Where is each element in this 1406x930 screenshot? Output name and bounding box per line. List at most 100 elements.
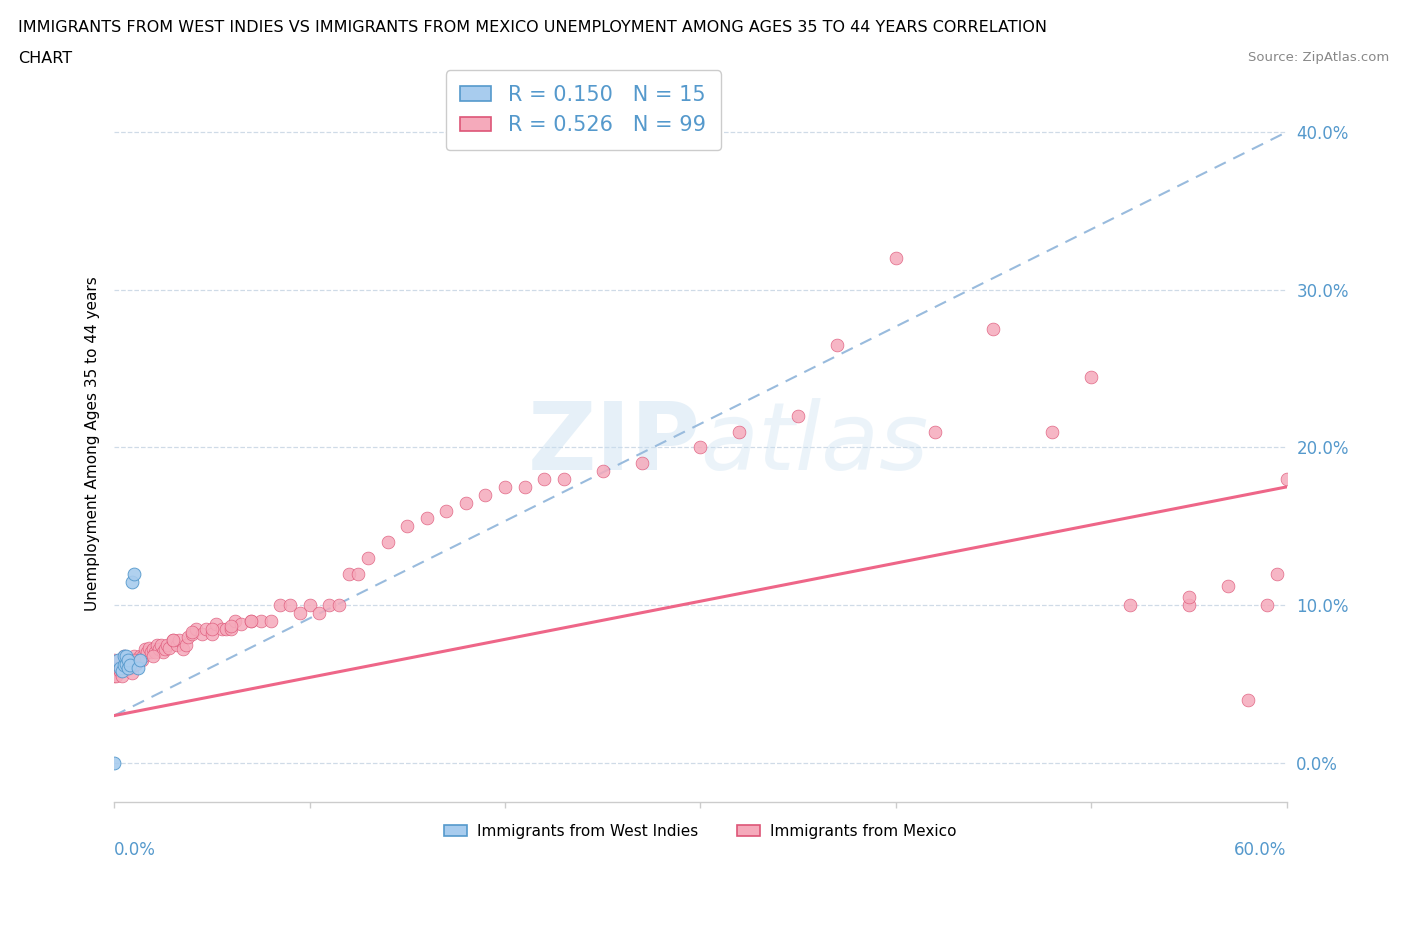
Point (494, 480, 516, 495)
Point (1040, 424, 1063, 439)
Point (1080, 369, 1102, 384)
Text: 0.0%: 0.0% (114, 842, 156, 859)
Point (221, 621, 243, 636)
Point (117, 656, 139, 671)
Legend: Immigrants from West Indies, Immigrants from Mexico: Immigrants from West Indies, Immigrants … (437, 817, 963, 844)
Point (328, 598, 350, 613)
Point (112, 658, 135, 672)
Point (1275, 472, 1298, 486)
Point (513, 480, 536, 495)
Point (474, 487, 496, 502)
Point (103, 669, 125, 684)
Point (132, 648, 155, 663)
Y-axis label: Unemployment Among Ages 35 to 44 years: Unemployment Among Ages 35 to 44 years (86, 276, 100, 611)
Point (454, 496, 477, 511)
Point (259, 614, 281, 629)
Point (107, 653, 129, 668)
Point (141, 645, 163, 660)
Point (434, 503, 457, 518)
Point (134, 642, 156, 657)
Point (111, 664, 134, 679)
Point (153, 642, 176, 657)
Point (201, 626, 224, 641)
Point (318, 598, 340, 613)
Point (176, 637, 198, 652)
Text: CHART: CHART (18, 51, 72, 66)
Point (162, 632, 184, 647)
Point (201, 621, 224, 636)
Point (172, 642, 194, 657)
Point (112, 658, 135, 672)
Point (211, 621, 233, 636)
Point (142, 648, 165, 663)
Point (112, 648, 135, 663)
Point (347, 566, 370, 581)
Point (195, 621, 218, 636)
Point (1265, 566, 1288, 581)
Point (377, 535, 399, 550)
Point (553, 472, 575, 486)
Point (103, 653, 125, 668)
Point (108, 664, 131, 679)
Point (1178, 598, 1201, 613)
Point (143, 645, 166, 660)
Point (136, 645, 159, 660)
Point (148, 642, 170, 657)
Point (128, 653, 150, 668)
Text: IMMIGRANTS FROM WEST INDIES VS IMMIGRANTS FROM MEXICO UNEMPLOYMENT AMONG AGES 35: IMMIGRANTS FROM WEST INDIES VS IMMIGRANT… (18, 20, 1047, 35)
Point (249, 614, 271, 629)
Point (630, 456, 652, 471)
Point (337, 566, 360, 581)
Point (111, 669, 134, 684)
Point (121, 574, 143, 589)
Point (107, 661, 129, 676)
Point (983, 322, 1005, 337)
Point (592, 464, 614, 479)
Point (224, 614, 246, 629)
Point (166, 637, 188, 652)
Point (103, 661, 125, 676)
Point (221, 618, 243, 633)
Point (396, 519, 419, 534)
Point (146, 637, 169, 652)
Point (181, 625, 204, 640)
Point (117, 653, 139, 668)
Point (131, 653, 153, 668)
Point (186, 621, 208, 636)
Point (214, 621, 236, 636)
Point (125, 656, 148, 671)
Point (728, 424, 751, 439)
Point (239, 614, 262, 629)
Point (152, 645, 174, 660)
Point (105, 669, 128, 684)
Point (122, 653, 145, 668)
Point (138, 641, 160, 656)
Point (689, 440, 711, 455)
Point (118, 661, 141, 676)
Point (112, 648, 135, 663)
Point (924, 424, 946, 439)
Text: atlas: atlas (700, 398, 928, 489)
Point (128, 648, 150, 663)
Point (127, 661, 149, 676)
Point (533, 472, 555, 486)
Point (156, 637, 179, 652)
Point (308, 605, 330, 620)
Point (1236, 692, 1258, 707)
Point (191, 626, 214, 641)
Point (122, 648, 145, 663)
Point (162, 632, 184, 647)
Point (298, 598, 321, 613)
Point (204, 617, 226, 631)
Point (167, 632, 190, 647)
Text: ZIP: ZIP (527, 397, 700, 489)
Point (115, 661, 138, 676)
Point (239, 614, 262, 629)
Point (357, 551, 380, 565)
Point (1256, 598, 1278, 613)
Point (787, 408, 810, 423)
Point (122, 658, 145, 672)
Point (118, 658, 141, 672)
Point (108, 661, 131, 676)
Point (416, 511, 439, 525)
